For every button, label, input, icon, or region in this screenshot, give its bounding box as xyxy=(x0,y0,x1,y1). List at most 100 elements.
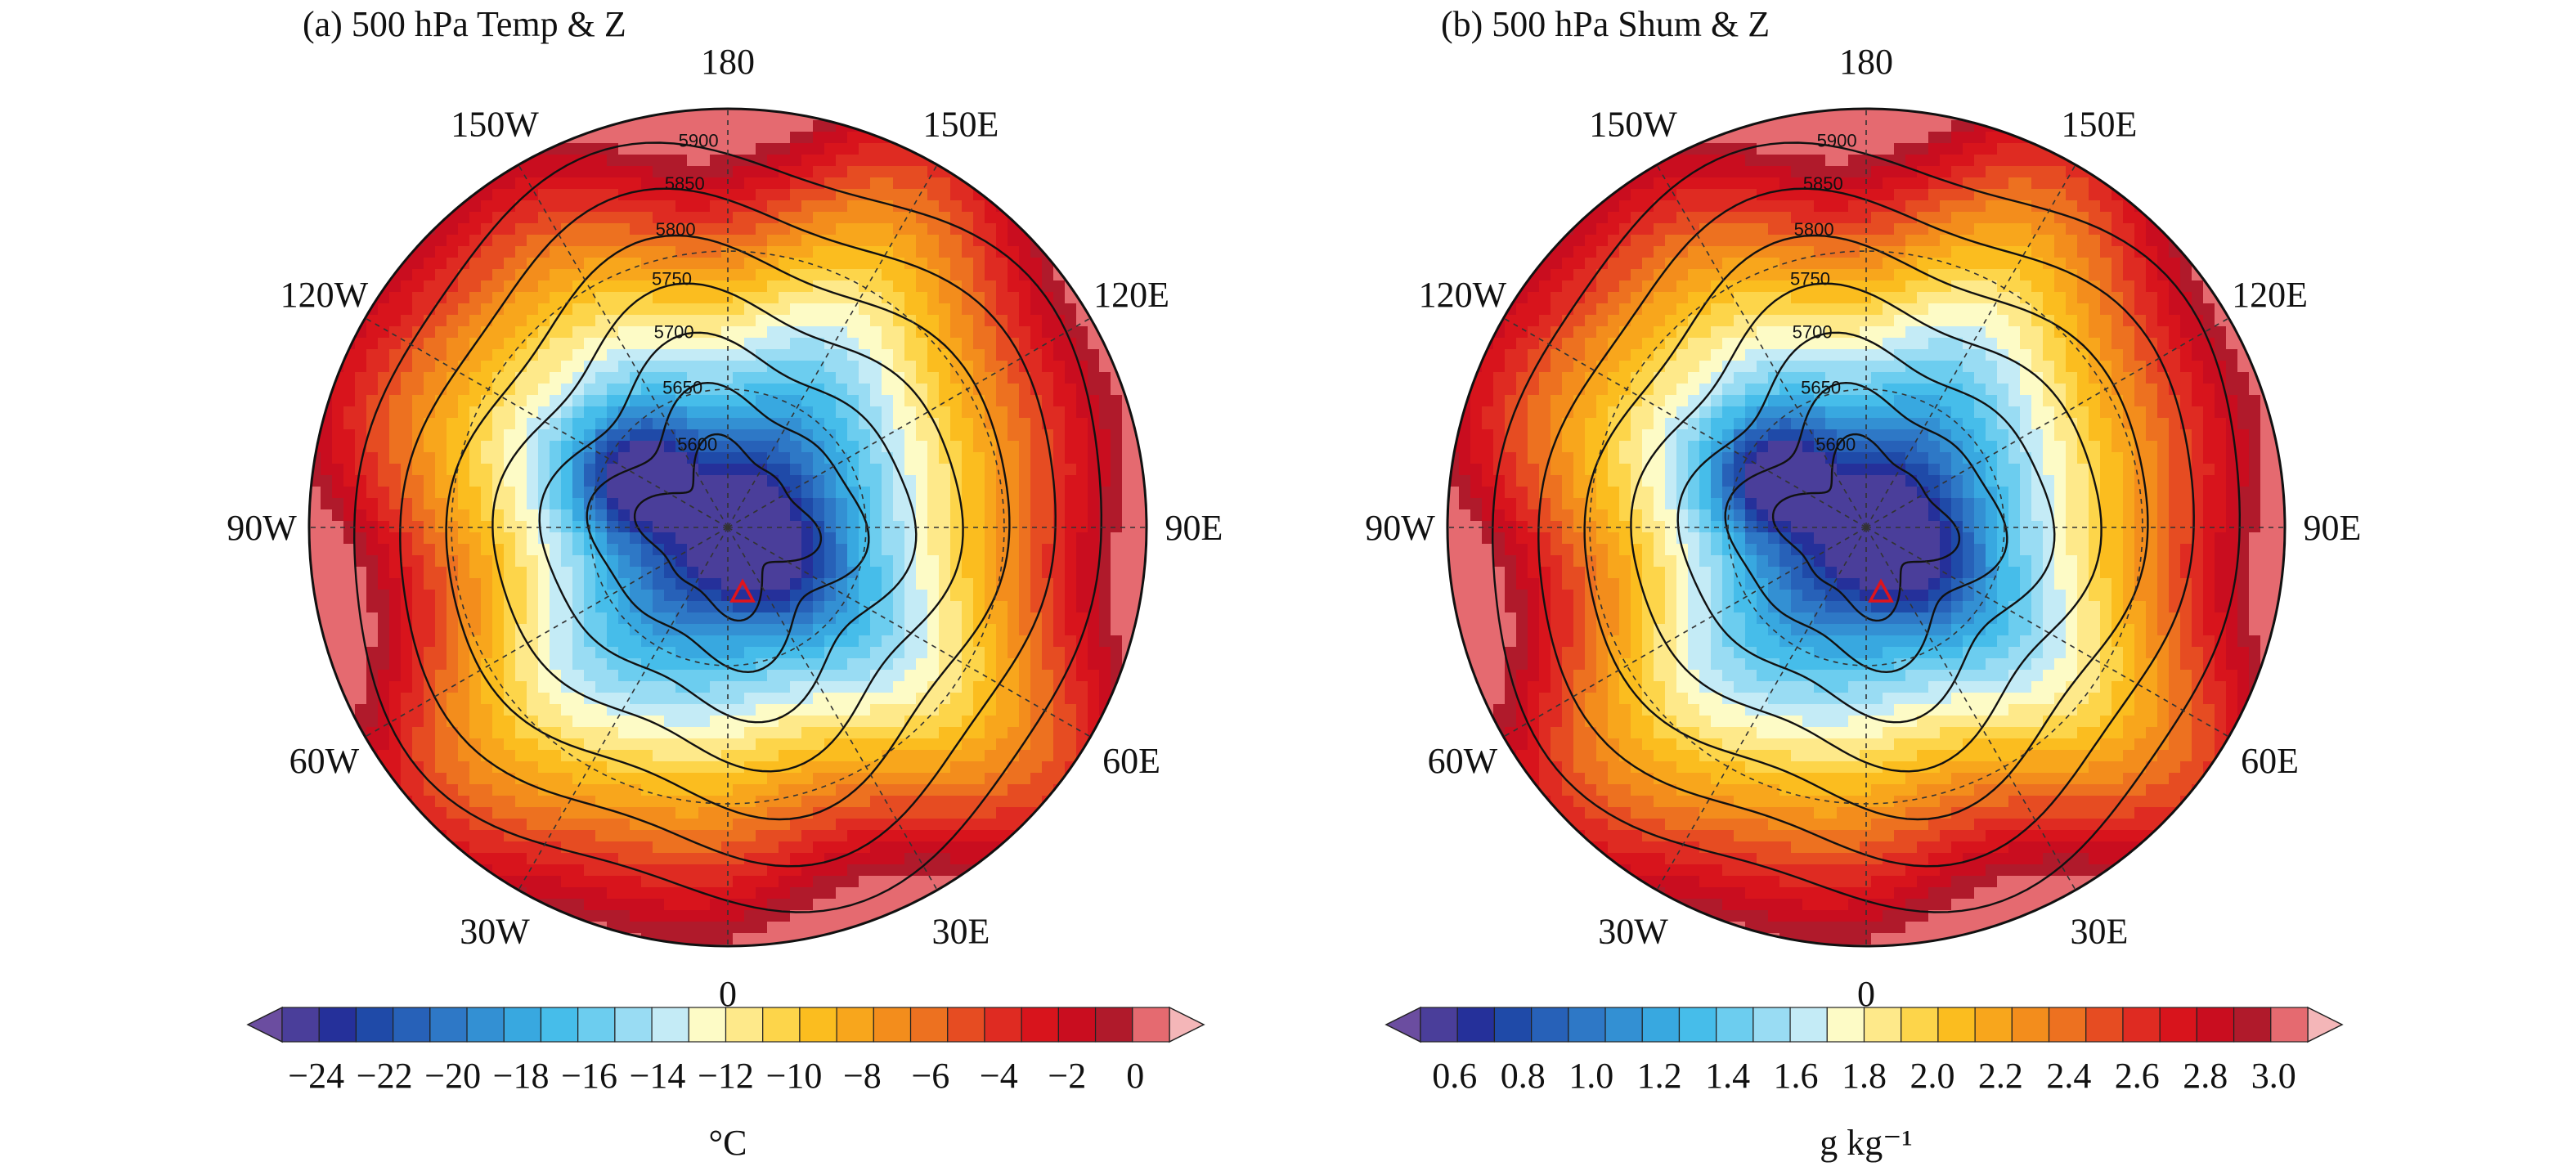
field-cell xyxy=(996,269,1008,281)
field-cell xyxy=(389,601,402,613)
field-cell xyxy=(756,555,768,568)
field-cell xyxy=(756,246,768,258)
field-cell xyxy=(1053,212,1066,224)
field-cell xyxy=(641,464,653,476)
field-cell xyxy=(1019,693,1031,705)
field-cell xyxy=(744,326,756,339)
field-cell xyxy=(641,509,653,522)
field-cell xyxy=(675,452,688,464)
field-cell xyxy=(504,578,516,590)
field-cell xyxy=(1088,612,1100,625)
field-cell xyxy=(343,395,356,407)
field-cell xyxy=(595,876,608,888)
field-cell xyxy=(1008,555,1020,568)
field-cell xyxy=(572,475,585,487)
field-cell xyxy=(538,349,550,361)
field-cell xyxy=(664,635,676,648)
field-cell xyxy=(927,716,940,728)
field-cell xyxy=(836,819,848,831)
field-cell xyxy=(744,498,756,510)
field-cell xyxy=(366,819,379,831)
field-cell xyxy=(424,498,436,510)
field-cell xyxy=(1019,532,1031,545)
field-cell xyxy=(458,326,470,339)
field-cell xyxy=(1030,681,1043,693)
field-cell xyxy=(756,280,768,293)
field-cell xyxy=(1122,189,1134,201)
field-cell xyxy=(847,716,859,728)
field-cell xyxy=(733,509,745,522)
field-cell xyxy=(847,338,859,350)
field-cell xyxy=(389,109,402,121)
field-cell xyxy=(630,716,642,728)
field-cell xyxy=(412,200,424,213)
field-cell xyxy=(389,498,402,510)
field-cell xyxy=(561,544,573,556)
field-cell xyxy=(767,509,779,522)
field-cell xyxy=(675,223,688,236)
field-cell xyxy=(607,361,619,373)
field-cell xyxy=(1030,544,1043,556)
field-cell xyxy=(744,635,756,648)
field-cell xyxy=(996,166,1008,178)
field-cell xyxy=(1133,635,1146,648)
field-cell xyxy=(893,326,905,339)
field-cell xyxy=(1145,693,1147,705)
field-cell xyxy=(630,406,642,419)
field-cell xyxy=(950,670,963,682)
field-cell xyxy=(481,555,493,568)
field-cell xyxy=(1133,406,1146,419)
field-cell xyxy=(607,658,619,671)
field-cell xyxy=(355,406,367,419)
field-cell xyxy=(1065,235,1077,247)
field-cell xyxy=(1145,716,1147,728)
field-cell xyxy=(927,246,940,258)
field-cell xyxy=(1019,177,1031,190)
field-cell xyxy=(675,361,688,373)
field-cell xyxy=(790,509,802,522)
field-cell xyxy=(710,612,722,625)
field-cell xyxy=(618,681,631,693)
field-cell xyxy=(515,658,527,671)
field-cell xyxy=(607,635,619,648)
field-cell xyxy=(1008,475,1020,487)
field-cell xyxy=(332,109,344,121)
field-cell xyxy=(939,601,951,613)
field-cell xyxy=(378,647,390,659)
field-cell xyxy=(332,590,344,602)
field-cell xyxy=(435,120,447,132)
field-cell xyxy=(515,647,527,659)
field-cell xyxy=(859,258,871,270)
field-cell xyxy=(721,132,734,144)
field-cell xyxy=(401,212,413,224)
field-cell xyxy=(801,784,814,796)
field-cell xyxy=(1042,235,1054,247)
field-cell xyxy=(1008,258,1020,270)
field-cell xyxy=(527,681,539,693)
field-cell xyxy=(572,166,585,178)
field-cell xyxy=(847,223,859,236)
field-cell xyxy=(1076,223,1088,236)
field-cell xyxy=(813,727,825,739)
field-cell xyxy=(527,303,539,316)
field-cell xyxy=(790,590,802,602)
field-cell xyxy=(790,475,802,487)
field-cell xyxy=(1053,704,1066,716)
field-cell xyxy=(1019,784,1031,796)
field-cell xyxy=(378,212,390,224)
field-cell xyxy=(343,853,356,865)
field-cell xyxy=(744,647,756,659)
field-cell xyxy=(366,109,379,121)
field-cell xyxy=(675,555,688,568)
field-cell xyxy=(985,727,997,739)
field-cell xyxy=(389,155,402,167)
field-cell xyxy=(1088,807,1100,819)
field-cell xyxy=(767,773,779,785)
field-cell xyxy=(355,258,367,270)
field-cell xyxy=(698,716,711,728)
field-cell xyxy=(1019,681,1031,693)
field-cell xyxy=(1065,452,1077,464)
field-cell xyxy=(1076,132,1088,144)
field-cell xyxy=(504,487,516,499)
field-cell xyxy=(744,246,756,258)
